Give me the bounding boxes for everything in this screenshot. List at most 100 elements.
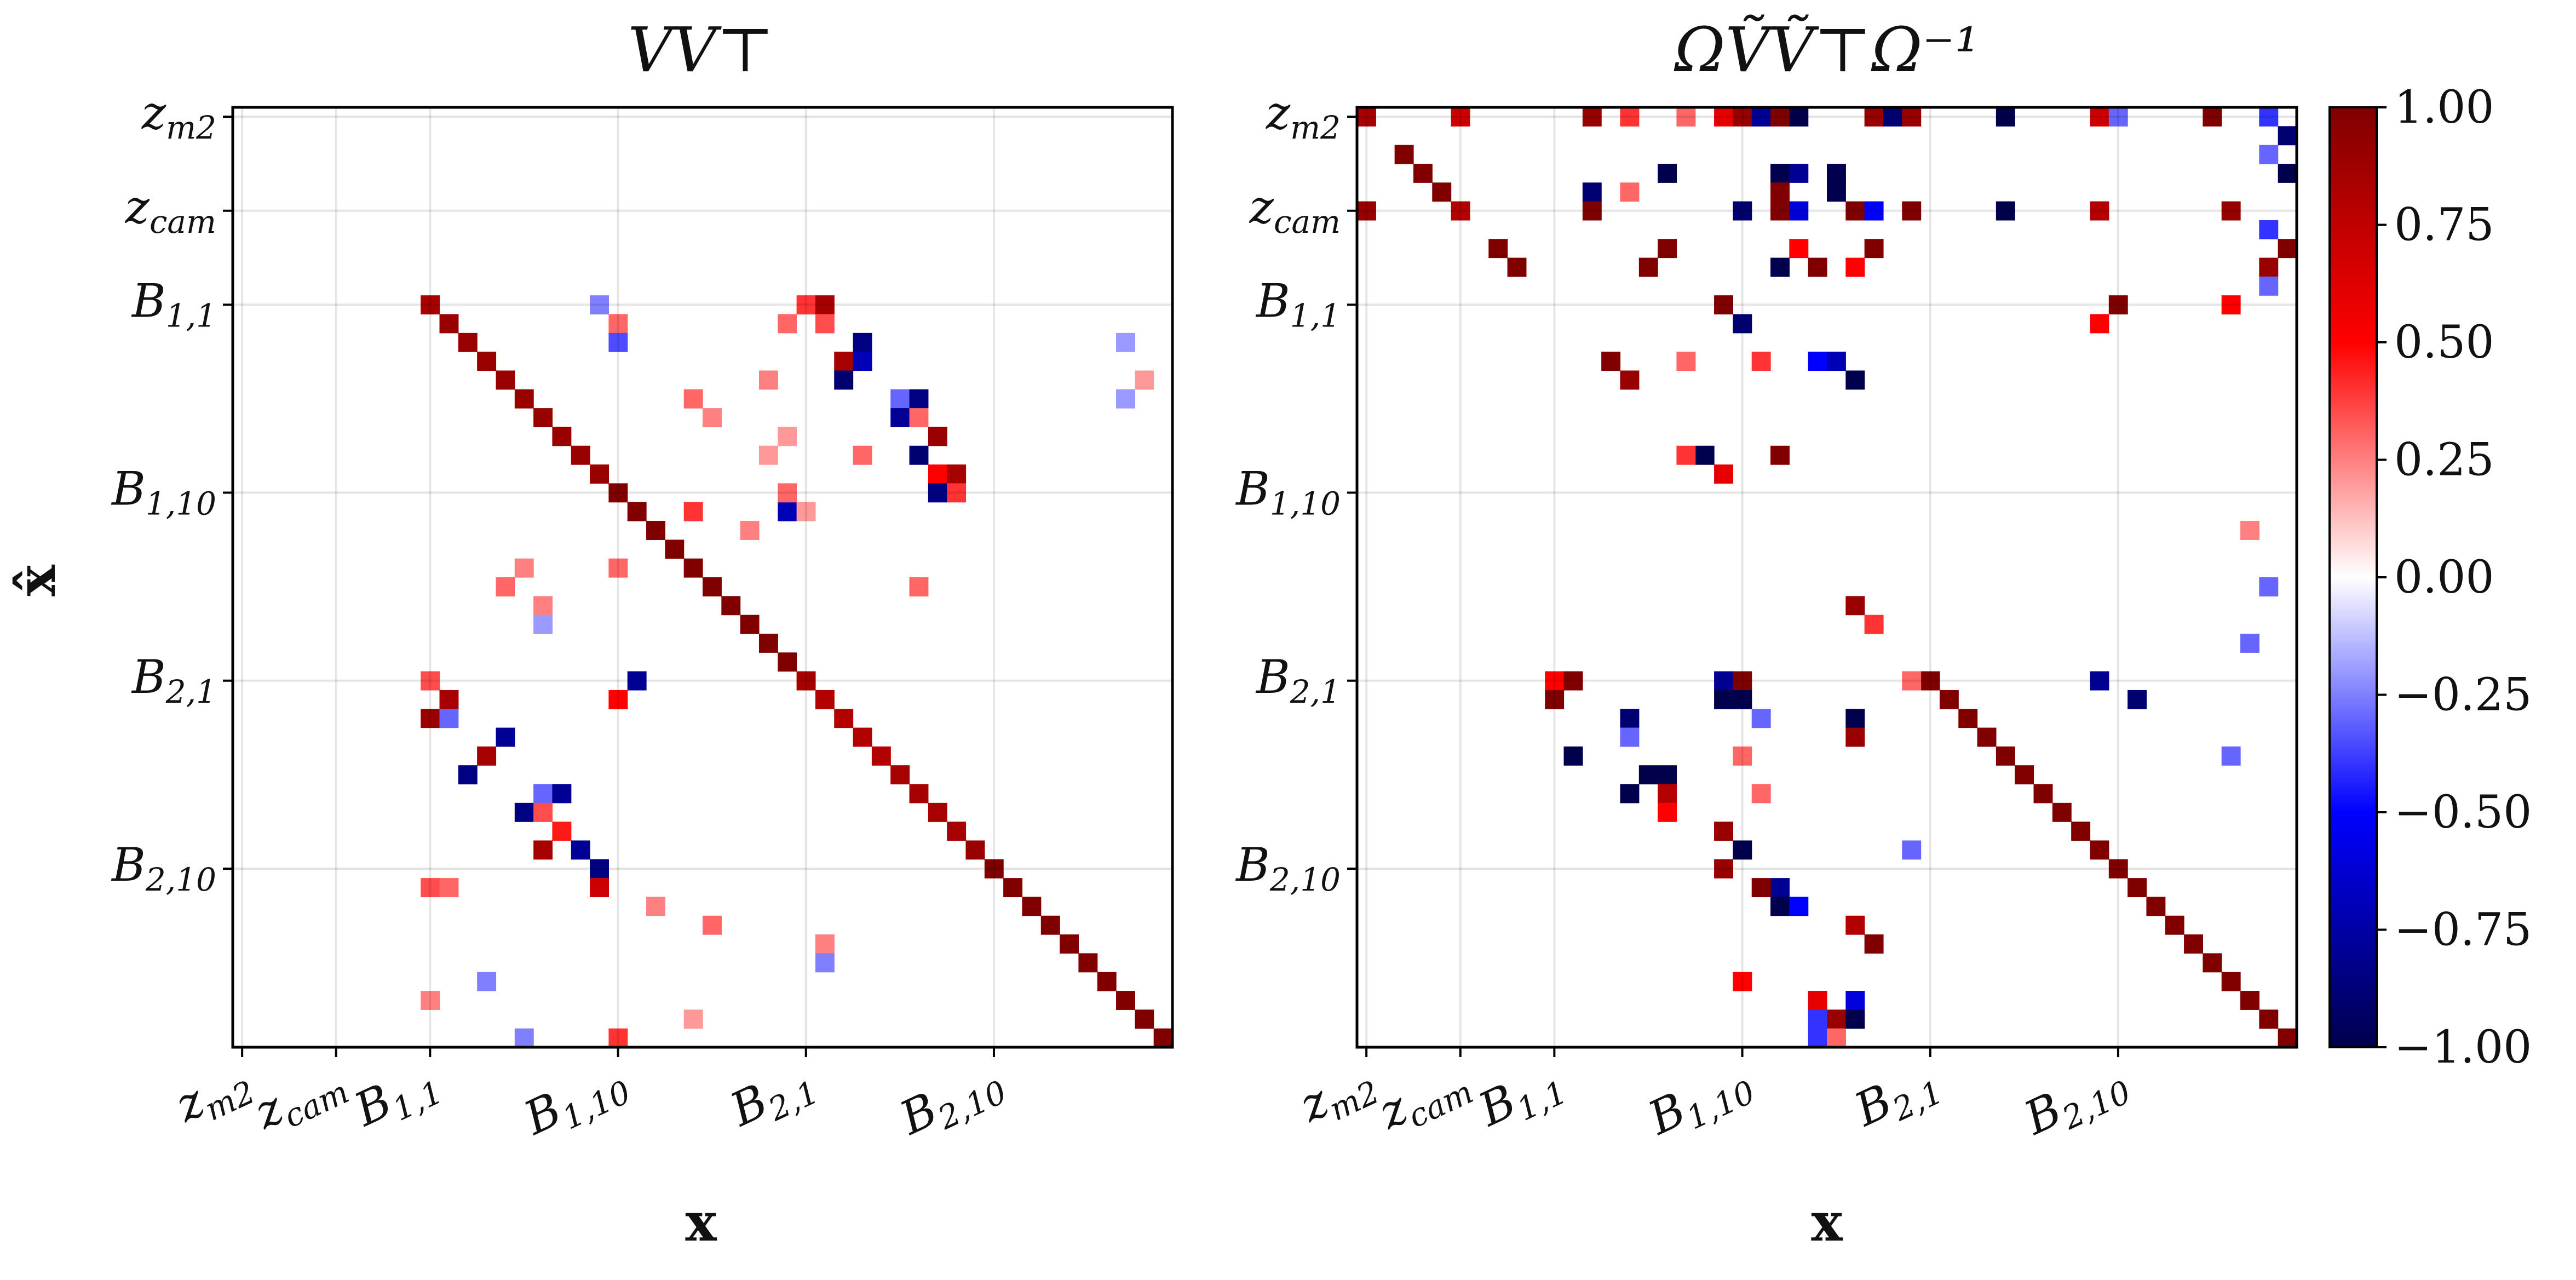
heatmap-cell xyxy=(608,483,628,503)
heatmap-cell xyxy=(1939,690,1959,709)
heatmap-cell xyxy=(1153,1028,1173,1048)
y-tick-label: zcam xyxy=(125,180,216,240)
heatmap-cell xyxy=(683,502,703,521)
heatmap-cell xyxy=(1751,878,1771,898)
heatmap-cell xyxy=(758,370,778,390)
heatmap-cell xyxy=(514,558,534,578)
heatmap-cell xyxy=(1996,201,2015,221)
heatmap-cell xyxy=(552,784,572,803)
heatmap-cell xyxy=(1827,163,1846,183)
heatmap-cell xyxy=(1733,972,1752,991)
colorbar-tick-label: 0.75 xyxy=(2394,199,2494,251)
heatmap-cell xyxy=(2071,822,2091,841)
heatmap-cell xyxy=(890,765,910,785)
heatmap-cell xyxy=(2221,295,2241,315)
right-y-ticks: zm2 zcam B1,1 B1,10 B2,1 B2,10 xyxy=(1235,86,1357,898)
heatmap-cell xyxy=(477,352,497,371)
heatmap-cell xyxy=(2184,934,2203,954)
heatmap-cell xyxy=(1789,201,1809,221)
heatmap-cell xyxy=(1116,332,1135,352)
heatmap-cell xyxy=(871,746,891,766)
left-gridlines xyxy=(233,107,1172,1047)
heatmap-cell xyxy=(1714,690,1733,709)
colorbar-ticks: 1.00 0.75 0.50 0.25 0.00 −0.25 −0.50 −0.75 −1.00 xyxy=(2377,82,2532,1074)
heatmap-cell xyxy=(1808,991,1827,1010)
heatmap-cell xyxy=(608,690,628,709)
heatmap-cell xyxy=(1658,802,1677,822)
heatmap-cell xyxy=(1883,107,1902,127)
heatmap-cell xyxy=(984,859,1004,879)
heatmap-cell xyxy=(1003,878,1023,898)
heatmap-cell xyxy=(796,295,816,315)
heatmap-cell xyxy=(683,1009,703,1029)
heatmap-cell xyxy=(1582,107,1602,127)
heatmap-cell xyxy=(1714,822,1733,841)
colorbar: 1.00 0.75 0.50 0.25 0.00 −0.25 −0.50 −0.75 −1.00 xyxy=(2328,82,2532,1074)
heatmap-cell xyxy=(1620,107,1640,127)
heatmap-cell xyxy=(1808,1028,1827,1048)
heatmap-cell xyxy=(796,502,816,521)
heatmap-cell xyxy=(1845,596,1865,616)
heatmap-cell xyxy=(703,408,722,428)
heatmap-cell xyxy=(1996,746,2015,766)
heatmap-cell xyxy=(2052,802,2072,822)
heatmap-cell xyxy=(909,389,929,409)
heatmap-cell xyxy=(928,464,947,484)
heatmap-cell xyxy=(514,1028,534,1048)
heatmap-cell xyxy=(552,427,572,446)
heatmap-cell xyxy=(2128,878,2147,898)
heatmap-cell xyxy=(590,295,609,315)
heatmap-cell xyxy=(1827,1028,1846,1048)
heatmap-cell xyxy=(2259,145,2279,164)
heatmap-cell xyxy=(778,483,797,503)
heatmap-cell xyxy=(608,558,628,578)
heatmap-cell xyxy=(778,652,797,672)
heatmap-cell xyxy=(2278,163,2297,183)
heatmap-cell xyxy=(2090,840,2109,860)
heatmap-cell xyxy=(1714,295,1733,315)
heatmap-cell xyxy=(1022,897,1042,916)
heatmap-cell xyxy=(1357,107,1376,127)
heatmap-cell xyxy=(909,408,929,428)
heatmap-cell xyxy=(1451,107,1470,127)
y-tick-label: B2,10 xyxy=(111,838,216,898)
heatmap-cell xyxy=(1695,445,1715,465)
heatmap-cell xyxy=(1770,257,1790,277)
y-tick-label: B2,1 xyxy=(1255,650,1341,710)
heatmap-cell xyxy=(2278,239,2297,259)
heatmap-cell xyxy=(909,445,929,465)
heatmap-cell xyxy=(1770,201,1790,221)
heatmap-cell xyxy=(1620,709,1640,728)
heatmap-cell xyxy=(703,915,722,935)
heatmap-cell xyxy=(928,483,947,503)
heatmap-cell xyxy=(1451,201,1470,221)
colorbar-tick-label: 0.00 xyxy=(2394,552,2494,604)
heatmap-cell xyxy=(1977,727,1997,747)
heatmap-cell xyxy=(514,389,534,409)
y-tick-label: B2,10 xyxy=(1235,838,1341,898)
heatmap-cell xyxy=(2090,201,2109,221)
heatmap-cell xyxy=(2240,633,2259,653)
heatmap-cell xyxy=(947,483,967,503)
heatmap-cell xyxy=(439,709,459,728)
heatmap-cell xyxy=(1789,897,1809,916)
heatmap-cell xyxy=(2108,107,2128,127)
heatmap-cell xyxy=(1864,107,1884,127)
right-gridlines xyxy=(1357,107,2297,1047)
heatmap-cell xyxy=(1845,991,1865,1010)
heatmap-cell xyxy=(533,840,553,860)
heatmap-cell xyxy=(778,314,797,334)
heatmap-cell xyxy=(608,314,628,334)
heatmap-cell xyxy=(683,558,703,578)
heatmap-cell xyxy=(928,427,947,446)
heatmap-cell xyxy=(1658,163,1677,183)
heatmap-cell xyxy=(1658,784,1677,803)
heatmap-cell xyxy=(1563,671,1583,691)
heatmap-cell xyxy=(2259,220,2279,239)
heatmap-cell xyxy=(1827,352,1846,371)
heatmap-cell xyxy=(834,370,854,390)
heatmap-cell xyxy=(758,445,778,465)
heatmap-cell xyxy=(1864,201,1884,221)
